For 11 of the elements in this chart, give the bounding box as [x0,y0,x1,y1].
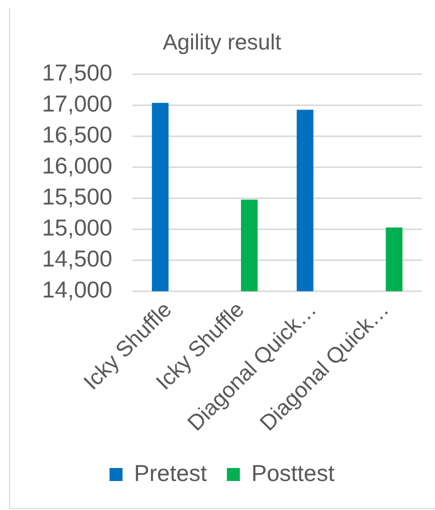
y-tick-label: 15,500 [42,184,112,210]
y-tick-label: 16,000 [42,152,112,179]
legend-label: Pretest [134,460,208,486]
chart-title: Agility result [162,29,282,54]
legend-label: Posttest [251,460,336,486]
y-tick-label: 14,500 [42,246,112,272]
y-tick-label: 16,500 [42,122,112,148]
y-tick-label: 17,000 [42,90,112,117]
y-tick-label: 15,000 [42,214,112,241]
y-tick-label: 14,000 [42,276,112,303]
y-tick-label: 17,500 [42,60,112,86]
